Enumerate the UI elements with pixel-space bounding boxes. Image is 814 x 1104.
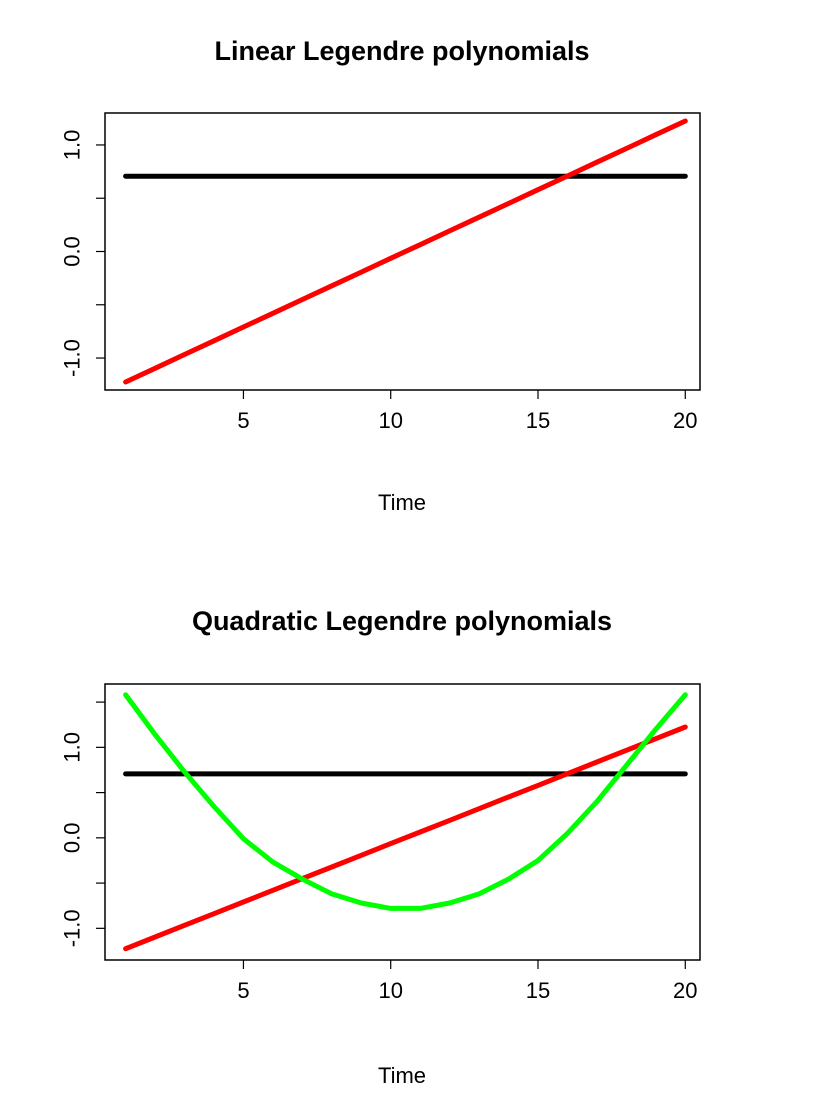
x-tick-label: 15 (526, 408, 550, 433)
series-line-3 (123, 692, 688, 911)
x-tick-label: 20 (673, 408, 697, 433)
x-tick-label: 20 (673, 978, 697, 1003)
plot-frame (104, 683, 701, 961)
linear-legendre-panel: Linear Legendre polynomials Time 5 10 15 20… (60, 36, 701, 515)
chart-title: Linear Legendre polynomials (214, 36, 589, 66)
x-tick-label: 10 (378, 978, 402, 1003)
x-tick-label: 5 (237, 408, 249, 433)
y-tick-label: 1.0 (60, 732, 85, 763)
y-tick-label: 0.0 (60, 236, 85, 267)
y-tick-label: -1.0 (60, 339, 85, 377)
y-tick-label: -1.0 (60, 909, 85, 947)
y-tick-label: 0.0 (60, 823, 85, 854)
x-axis-label: Time (378, 1063, 426, 1088)
x-tick-label: 5 (237, 978, 249, 1003)
x-tick-label: 15 (526, 978, 550, 1003)
quadratic-legendre-panel: Quadratic Legendre polynomials Time 5 10 1… (60, 606, 701, 1088)
series-line-2 (123, 724, 688, 952)
chart-title: Quadratic Legendre polynomials (192, 606, 612, 636)
y-tick-label: 1.0 (60, 130, 85, 161)
x-tick-label: 10 (378, 408, 402, 433)
series-line-2 (123, 118, 688, 385)
x-axis-label: Time (378, 490, 426, 515)
